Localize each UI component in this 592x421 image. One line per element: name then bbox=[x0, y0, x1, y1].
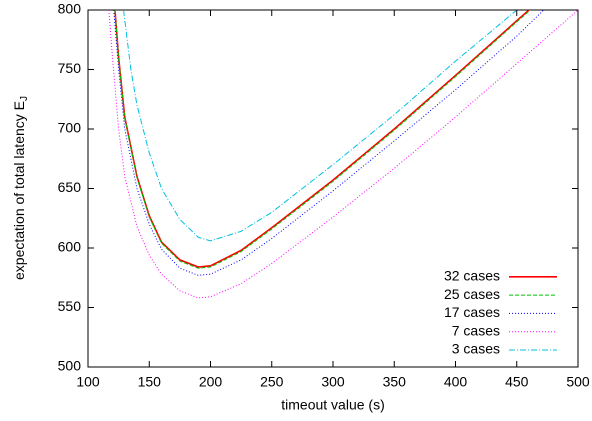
series-line bbox=[113, 10, 545, 276]
y-tick-label: 650 bbox=[58, 179, 82, 195]
x-tick-label: 350 bbox=[383, 374, 407, 390]
x-tick-label: 200 bbox=[199, 374, 223, 390]
legend-label: 7 cases bbox=[452, 322, 500, 338]
x-tick-label: 400 bbox=[444, 374, 468, 390]
y-axis-label-sub: J bbox=[19, 96, 30, 101]
x-tick-label: 150 bbox=[138, 374, 162, 390]
legend-label: 3 cases bbox=[452, 341, 500, 357]
plot-frame bbox=[87, 9, 579, 368]
x-tick-label: 500 bbox=[566, 374, 590, 390]
y-tick-label: 550 bbox=[58, 298, 82, 314]
series-line bbox=[114, 10, 531, 269]
y-tick-label: 600 bbox=[58, 239, 82, 255]
x-tick-label: 100 bbox=[76, 374, 100, 390]
x-tick-label: 300 bbox=[321, 374, 345, 390]
y-axis-label-main: expectation of total latency E bbox=[11, 101, 27, 280]
legend-label: 32 cases bbox=[444, 268, 500, 284]
series-line bbox=[108, 10, 578, 299]
x-axis-label: timeout value (s) bbox=[281, 397, 384, 413]
y-tick-label: 700 bbox=[58, 120, 82, 136]
y-tick-label: 500 bbox=[58, 358, 82, 374]
legend-label: 25 cases bbox=[444, 286, 500, 302]
lines bbox=[108, 10, 578, 299]
series-line bbox=[114, 10, 530, 268]
y-axis-label: expectation of total latency EJ bbox=[11, 96, 30, 280]
x-tick-label: 250 bbox=[260, 374, 284, 390]
x-tick-label: 450 bbox=[505, 374, 529, 390]
legend-label: 17 cases bbox=[444, 304, 500, 320]
series-line bbox=[123, 10, 518, 242]
y-tick-label: 750 bbox=[58, 60, 82, 76]
y-tick-label: 800 bbox=[58, 1, 82, 17]
